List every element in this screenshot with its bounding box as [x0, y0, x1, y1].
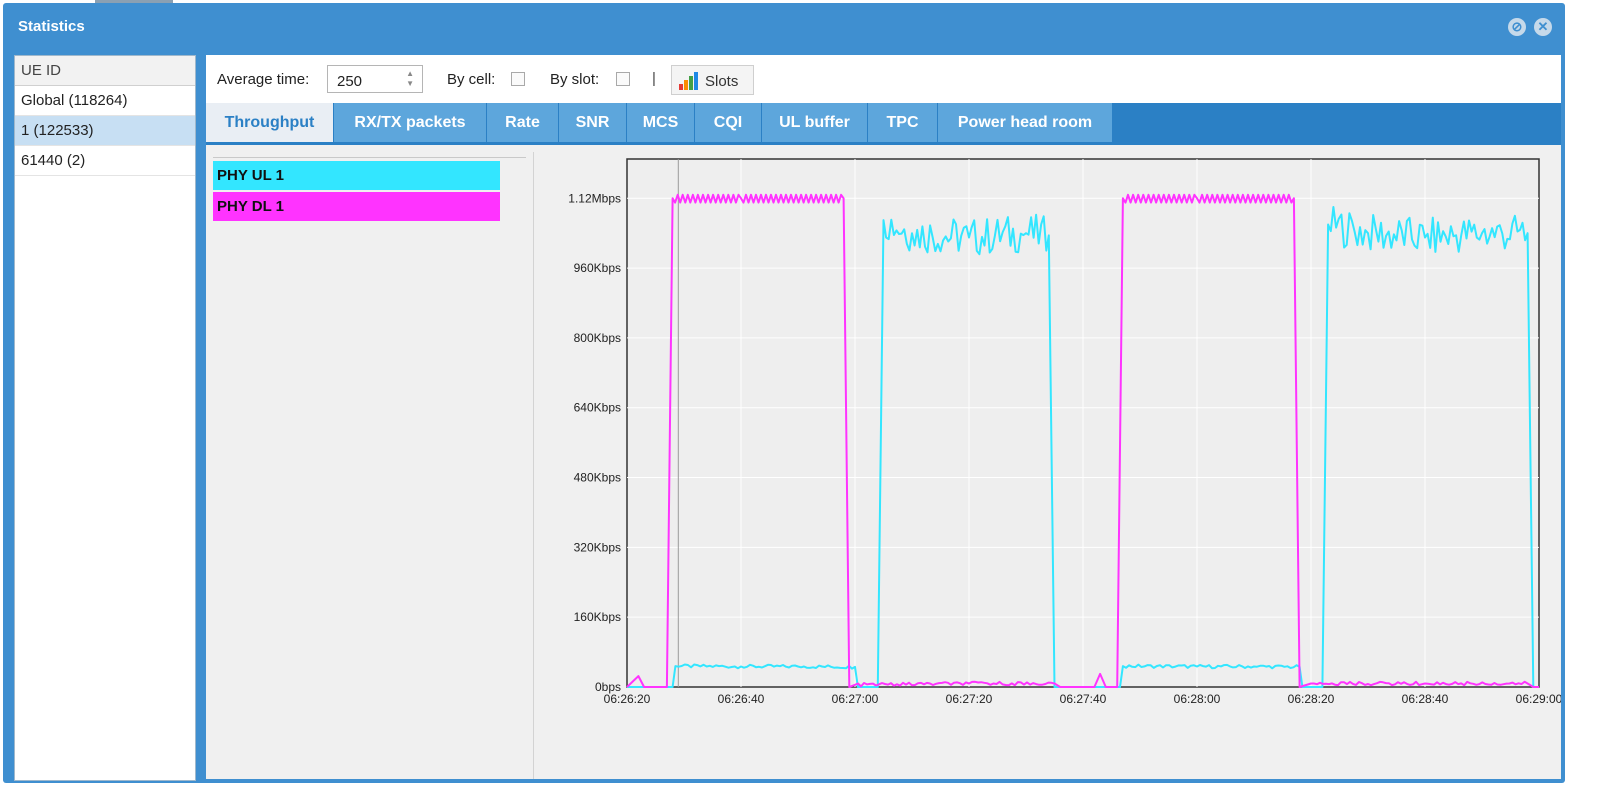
tab-rate[interactable]: Rate [487, 103, 559, 142]
close-icon[interactable]: ✕ [1534, 18, 1552, 36]
ue-list-panel: UE ID Global (118264) 1 (122533) 61440 (… [14, 55, 196, 781]
minimize-icon[interactable]: ⊘ [1508, 18, 1526, 36]
tab-snr[interactable]: SNR [559, 103, 627, 142]
y-tick-label: 320Kbps [574, 540, 621, 554]
x-tick-label: 06:26:20 [604, 692, 651, 706]
y-tick-label: 480Kbps [574, 471, 621, 485]
y-tick-label: 640Kbps [574, 401, 621, 415]
by-cell-checkbox[interactable] [511, 72, 525, 86]
y-tick-label: 800Kbps [574, 331, 621, 345]
legend-panel: PHY UL 1 PHY DL 1 [206, 152, 534, 779]
throughput-chart[interactable]: 06:26:20 06:26:40 06:27:00 06:27:20 06:27:40… [535, 152, 1563, 779]
tab-tpc[interactable]: TPC [868, 103, 938, 142]
average-time-label: Average time: [217, 71, 310, 88]
spinner-arrows-icon[interactable]: ▲ ▼ [406, 69, 414, 88]
toolbar-separator: | [652, 70, 656, 87]
tab-bar: Throughput RX/TX packets Rate SNR MCS CQ… [206, 103, 1561, 145]
tab-ul-buffer[interactable]: UL buffer [762, 103, 868, 142]
throughput-chart-area: 06:26:20 06:26:40 06:27:00 06:27:20 06:27:40… [535, 152, 1563, 779]
tab-power-head-room[interactable]: Power head room [938, 103, 1113, 142]
x-tick-label: 06:26:40 [718, 692, 765, 706]
x-tick-label: 06:28:00 [1174, 692, 1221, 706]
x-tick-label: 06:27:40 [1060, 692, 1107, 706]
ue-id-column-header[interactable]: UE ID [15, 56, 195, 86]
x-tick-label: 06:27:20 [946, 692, 993, 706]
main-panel: Average time: 250 ▲ ▼ By cell: By slot: |… [206, 55, 1563, 779]
average-time-spinner[interactable]: 250 ▲ ▼ [327, 65, 423, 93]
by-cell-label: By cell: [447, 71, 496, 88]
toolbar: Average time: 250 ▲ ▼ By cell: By slot: |… [206, 55, 1561, 103]
statistics-window: Statistics ⊘ ✕ UE ID Global (118264) 1 (… [3, 3, 1565, 783]
tab-mcs[interactable]: MCS [627, 103, 695, 142]
average-time-value[interactable]: 250 [337, 73, 363, 90]
x-tick-label: 06:27:00 [832, 692, 879, 706]
slots-button-label: Slots [705, 73, 739, 90]
series-line-phy-dl-1 [626, 193, 1539, 688]
bar-chart-icon [679, 72, 698, 90]
tab-throughput[interactable]: Throughput [206, 103, 334, 142]
by-slot-label: By slot: [550, 71, 600, 88]
x-tick-label: 06:28:20 [1288, 692, 1335, 706]
by-slot-checkbox[interactable] [616, 72, 630, 86]
tab-rx-tx-packets[interactable]: RX/TX packets [334, 103, 487, 142]
legend-item-phy-ul[interactable]: PHY UL 1 [213, 161, 500, 190]
x-tick-label: 06:29:00 [1516, 692, 1561, 706]
y-tick-label: 1.12Mbps [568, 191, 621, 205]
tab-cqi[interactable]: CQI [695, 103, 762, 142]
x-tick-label: 06:28:40 [1402, 692, 1449, 706]
y-tick-label: 960Kbps [574, 261, 621, 275]
y-tick-label: 0bps [595, 680, 621, 694]
ue-row-global[interactable]: Global (118264) [15, 86, 195, 116]
window-top-handle [95, 0, 173, 3]
y-tick-label: 160Kbps [574, 610, 621, 624]
window-title: Statistics [18, 18, 85, 35]
ue-row-61440[interactable]: 61440 (2) [15, 146, 195, 176]
slots-button[interactable]: Slots [671, 65, 754, 95]
legend-item-phy-dl[interactable]: PHY DL 1 [213, 192, 500, 221]
series-line-phy-ul-1 [627, 206, 1539, 688]
ue-row-1[interactable]: 1 (122533) [15, 116, 195, 146]
legend-divider [213, 157, 526, 158]
